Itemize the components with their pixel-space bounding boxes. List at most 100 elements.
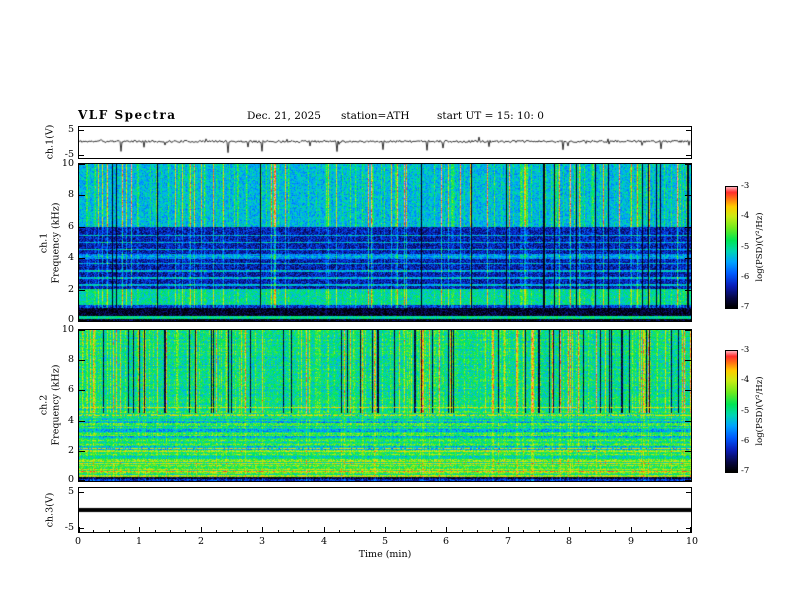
axis-tick (79, 421, 85, 422)
axis-tick (79, 390, 85, 391)
axis-tick (79, 130, 84, 131)
tick-label: 2 (67, 284, 74, 295)
axis-tick (685, 258, 691, 259)
axis-tick (646, 530, 647, 533)
axis-tick (185, 530, 186, 533)
axis-tick (201, 527, 202, 533)
tick-label: 10 (61, 158, 74, 169)
panel-ch1-waveform (78, 126, 692, 159)
axis-tick (79, 155, 84, 156)
axis-tick (93, 530, 94, 533)
colorbar-ch2 (725, 350, 738, 473)
axis-tick (600, 530, 601, 533)
axis-tick (339, 530, 340, 533)
tick-label: 4 (320, 536, 328, 547)
tick-label: -5 (741, 406, 750, 416)
tick-label: 0 (74, 536, 82, 547)
axis-tick (79, 451, 85, 452)
axis-tick (462, 530, 463, 533)
x-axis-title: Time (min) (358, 549, 412, 560)
tick-label: -5 (741, 242, 750, 252)
ch2-frequency-axis-label: Frequency (kHz) (50, 364, 62, 446)
axis-tick (79, 360, 85, 361)
tick-label: 1 (135, 536, 143, 547)
tick-label: 5 (67, 486, 74, 497)
axis-tick (677, 530, 678, 533)
tick-label: 10 (61, 324, 74, 335)
tick-label: -7 (741, 466, 750, 476)
tick-label: 10 (685, 536, 699, 547)
tick-label: 0 (67, 474, 74, 485)
axis-tick (124, 530, 125, 533)
axis-tick (308, 530, 309, 533)
axis-tick (354, 530, 355, 533)
ch2-spectrogram-canvas (79, 330, 691, 481)
axis-tick (685, 330, 691, 331)
axis-tick (569, 527, 570, 533)
axis-tick (685, 390, 691, 391)
axis-tick (690, 527, 691, 533)
tick-label: 6 (442, 536, 450, 547)
ch1-spectrogram-canvas (79, 164, 691, 321)
ch2-channel-label: ch.2 (38, 394, 50, 416)
axis-tick (385, 527, 386, 533)
axis-tick (554, 530, 555, 533)
axis-tick (685, 360, 691, 361)
tick-label: 6 (67, 221, 74, 232)
tick-label: 4 (67, 252, 74, 263)
axis-tick (686, 492, 691, 493)
axis-tick (686, 130, 691, 131)
axis-tick (539, 530, 540, 533)
axis-tick (232, 530, 233, 533)
figure-title: VLF Spectra (78, 108, 177, 122)
tick-label: -5 (64, 149, 74, 160)
axis-tick (585, 530, 586, 533)
tick-label: 8 (67, 189, 74, 200)
tick-label: 7 (504, 536, 512, 547)
axis-tick (324, 527, 325, 533)
colorbar-ch1 (725, 186, 738, 309)
axis-tick (631, 527, 632, 533)
axis-tick (686, 528, 691, 529)
axis-tick (79, 528, 84, 529)
axis-tick (79, 195, 85, 196)
tick-label: -3 (741, 345, 750, 355)
figure-start-ut: start UT = 15: 10: 0 (437, 110, 544, 122)
tick-label: 8 (565, 536, 573, 547)
tick-label: 6 (67, 384, 74, 395)
axis-tick (508, 527, 509, 533)
tick-label: 3 (258, 536, 266, 547)
figure-station: station=ATH (341, 110, 410, 122)
axis-tick (685, 227, 691, 228)
axis-tick (79, 227, 85, 228)
axis-tick (79, 330, 85, 331)
axis-tick (247, 530, 248, 533)
ch1-frequency-axis-label: Frequency (kHz) (50, 202, 62, 284)
axis-tick (79, 480, 85, 481)
axis-tick (523, 530, 524, 533)
axis-tick (370, 530, 371, 533)
axis-tick (170, 530, 171, 533)
tick-label: -6 (741, 272, 750, 282)
colorbar-ch1-canvas (726, 187, 737, 308)
tick-label: -4 (741, 375, 750, 385)
panel-ch2-spectrogram (78, 329, 692, 482)
tick-label: 5 (381, 536, 389, 547)
axis-tick (685, 480, 691, 481)
tick-label: 4 (67, 415, 74, 426)
axis-tick (416, 530, 417, 533)
panel-ch1-spectrogram (78, 163, 692, 322)
panel-ch3-waveform (78, 487, 692, 533)
axis-tick (685, 290, 691, 291)
axis-tick (685, 195, 691, 196)
axis-tick (477, 530, 478, 533)
ch1-waveform-canvas (79, 127, 691, 158)
axis-tick (79, 492, 84, 493)
ch3-waveform-canvas (79, 488, 691, 532)
tick-label: -7 (741, 302, 750, 312)
tick-label: 0 (67, 314, 74, 325)
axis-tick (685, 320, 691, 321)
tick-label: 2 (67, 445, 74, 456)
axis-tick (685, 451, 691, 452)
